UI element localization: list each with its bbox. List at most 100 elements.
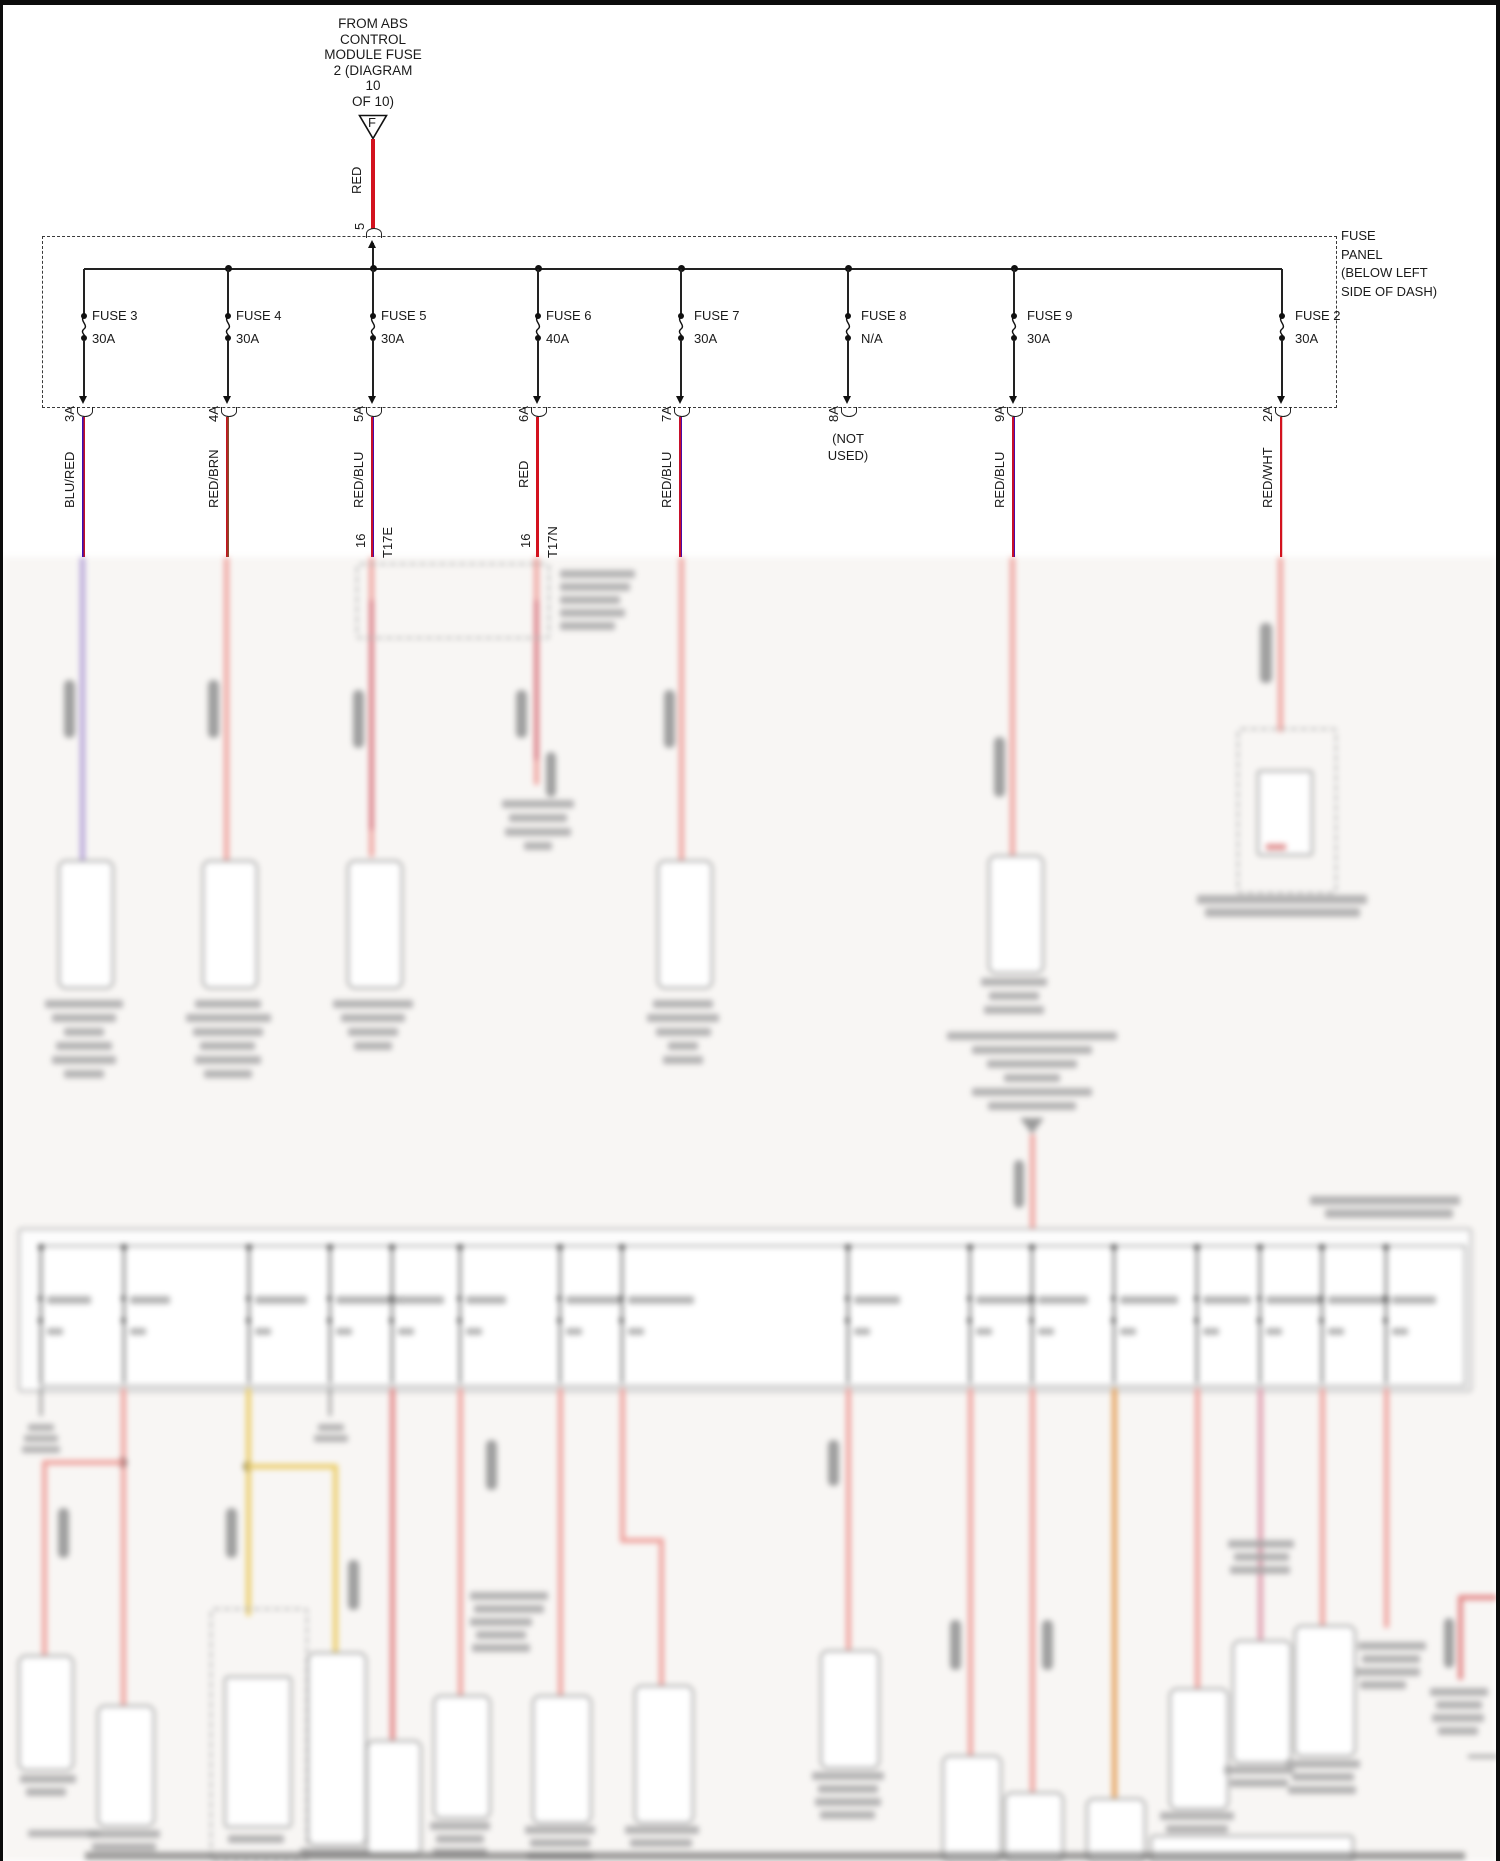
blurred-wire <box>1320 1388 1325 1628</box>
blurred-wire <box>1010 557 1015 857</box>
not-used-line: (NOT <box>832 431 864 446</box>
blurred-panel-fuse <box>391 1247 393 1383</box>
blurred-wire <box>846 1388 851 1650</box>
blurred-wire <box>620 1388 625 1543</box>
blurred-text <box>92 1843 156 1851</box>
blurred-component-box <box>634 1685 694 1824</box>
blurred-text <box>972 1088 1092 1096</box>
blurred-wire <box>42 1460 47 1658</box>
fuse-symbol <box>81 313 87 341</box>
fuse-arrowhead <box>533 396 541 404</box>
blurred-text <box>1160 1812 1234 1820</box>
blurred-text <box>186 1014 271 1022</box>
blurred-component-box <box>1294 1625 1356 1757</box>
connector-pin-label: 16 <box>518 533 533 548</box>
fuse-drop-line <box>1281 269 1283 316</box>
blurred-text <box>20 1775 76 1783</box>
fuse-out-line <box>537 340 539 398</box>
blurred-component-box <box>1169 1688 1229 1810</box>
blurred-text <box>52 1014 116 1022</box>
fuse-name: FUSE 6 <box>546 308 592 323</box>
fuse-name: FUSE 8 <box>861 308 907 323</box>
wire-color-label: RED/BLU <box>351 451 366 508</box>
blurred-panel-label <box>1310 1196 1460 1205</box>
blurred-panel-fuse <box>1321 1247 1323 1383</box>
blurred-wire <box>1384 1388 1389 1628</box>
blurred-wire <box>1195 1388 1200 1690</box>
blurred-component-box <box>1086 1798 1146 1861</box>
blurred-panel-fuse <box>459 1247 461 1383</box>
blurred-component-box <box>97 1705 155 1827</box>
source-label-line: FROM ABS <box>338 16 408 31</box>
fuse-panel-label: FUSE PANEL (BELOW LEFT SIDE OF DASH) <box>1341 227 1437 301</box>
fuse-out-line <box>372 340 374 398</box>
fuse-rating: 30A <box>1027 331 1051 346</box>
wire-color-label: RED/BLU <box>992 451 1007 508</box>
source-label-line: 2 (DIAGRAM <box>333 62 413 78</box>
blurred-text <box>981 978 1047 986</box>
fuse-rating: N/A <box>861 331 883 346</box>
not-used-line: USED) <box>827 448 869 463</box>
blurred-text <box>812 1772 884 1780</box>
blurred-text <box>28 1424 54 1431</box>
blurred-text <box>1205 908 1360 917</box>
blurred-text <box>1360 1681 1406 1689</box>
bus-junction-dot <box>845 265 852 272</box>
blurred-text <box>1286 1760 1360 1768</box>
output-wire <box>536 417 539 557</box>
blurred-text <box>22 1446 60 1453</box>
feed-arrowhead-up <box>368 240 376 248</box>
blurred-component-box <box>433 1695 491 1819</box>
blurred-text <box>1432 1714 1484 1722</box>
source-label: FROM ABS CONTROL MODULE FUSE 2 (DIAGRAM … <box>288 16 458 109</box>
page-top-border <box>0 0 1500 5</box>
blurred-connector <box>486 1440 497 1490</box>
blurred-text <box>505 828 571 836</box>
blurred-text <box>204 1070 252 1078</box>
fuse-drop-line <box>1013 269 1015 316</box>
fuse-name: FUSE 5 <box>381 308 427 323</box>
blurred-text <box>1430 1688 1488 1696</box>
blurred-text <box>1166 1825 1228 1833</box>
blurred-stub <box>1468 1755 1498 1758</box>
blurred-text <box>560 596 620 604</box>
blurred-text <box>653 1000 713 1008</box>
blurred-relay-inner-box <box>1257 770 1313 856</box>
blurred-dashed-box <box>356 563 550 639</box>
blurred-wire <box>968 1388 973 1760</box>
wire-color-label: RED/BLU <box>659 451 674 508</box>
blurred-component-box <box>18 1655 74 1771</box>
blurred-wire <box>1278 557 1283 732</box>
blurred-text <box>1288 1786 1356 1794</box>
fuse-arrowhead <box>843 396 851 404</box>
blurred-text <box>502 800 574 808</box>
blurred-text <box>195 1000 261 1008</box>
blurred-panel-fuse <box>329 1247 331 1383</box>
blurred-stub <box>329 1388 331 1416</box>
blurred-text <box>668 1042 698 1050</box>
fuse-arrowhead <box>1009 396 1017 404</box>
blurred-connector <box>994 737 1005 797</box>
blurred-component-box <box>1004 1792 1064 1861</box>
blurred-text <box>530 1839 590 1847</box>
blurred-component-box <box>820 1650 880 1769</box>
blurred-text <box>984 1006 1044 1014</box>
blurred-component-box <box>1232 1640 1292 1764</box>
fuse-panel-label-line: FUSE <box>1341 228 1376 243</box>
blurred-text <box>509 814 567 822</box>
pin-label: 9A <box>992 406 1007 422</box>
blurred-panel-fuse <box>248 1247 250 1383</box>
blurred-connector <box>58 1508 69 1558</box>
blurred-wire <box>558 1388 563 1696</box>
pin-connector-arc <box>841 407 857 417</box>
blurred-wire <box>121 1388 126 1710</box>
blurred-text <box>200 1042 255 1050</box>
blurred-text <box>195 1056 261 1064</box>
fuse-arrowhead <box>223 396 231 404</box>
connector-ref-label: T17N <box>545 526 560 558</box>
pin-connector-arc <box>1007 407 1023 417</box>
blurred-text <box>987 1060 1077 1068</box>
blurred-text <box>1230 1566 1290 1574</box>
blurred-wire <box>1112 1388 1117 1798</box>
